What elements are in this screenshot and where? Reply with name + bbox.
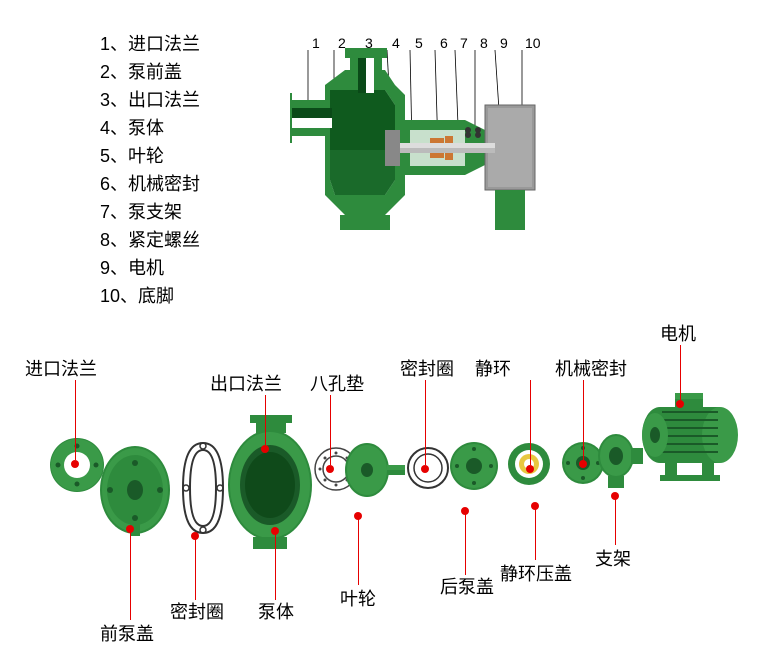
label-seal-ring: 密封圈 <box>400 355 454 381</box>
leader <box>530 380 531 465</box>
legend-item: 8、紧定螺丝 <box>100 226 200 254</box>
legend-list: 1、进口法兰 2、泵前盖 3、出口法兰 4、泵体 5、叶轮 6、机械密封 7、泵… <box>100 30 200 310</box>
dot <box>354 512 362 520</box>
dot <box>261 445 269 453</box>
leader <box>330 395 331 465</box>
label-inlet-flange: 进口法兰 <box>25 355 97 381</box>
label-mech-seal: 机械密封 <box>555 355 627 381</box>
cross-section-diagram <box>290 30 590 270</box>
leader <box>75 380 76 460</box>
leader <box>195 535 196 600</box>
legend-item: 7、泵支架 <box>100 198 200 226</box>
exploded-view: 进口法兰 出口法兰 八孔垫 密封圈 静环 机械密封 电机 前泵盖 密封圈 泵体 … <box>0 320 772 650</box>
legend-item: 4、泵体 <box>100 114 200 142</box>
dot <box>611 492 619 500</box>
label-static-ring: 静环 <box>475 355 511 381</box>
exploded-parts <box>0 320 772 650</box>
leader <box>465 510 466 575</box>
legend-item: 9、电机 <box>100 254 200 282</box>
leader <box>615 495 616 545</box>
label-impeller: 叶轮 <box>340 585 376 611</box>
legend-item: 1、进口法兰 <box>100 30 200 58</box>
dot <box>676 400 684 408</box>
dot <box>71 460 79 468</box>
leader <box>265 395 266 445</box>
leader <box>425 380 426 465</box>
leader <box>583 380 584 460</box>
label-bracket: 支架 <box>595 545 631 571</box>
dot <box>191 532 199 540</box>
leader <box>358 515 359 585</box>
legend-item: 10、底脚 <box>100 282 200 310</box>
dot <box>421 465 429 473</box>
label-motor: 电机 <box>660 320 696 346</box>
label-rear-cover: 后泵盖 <box>440 573 494 599</box>
label-outlet-flange: 出口法兰 <box>210 370 282 396</box>
dot <box>531 502 539 510</box>
label-pump-body: 泵体 <box>258 598 294 624</box>
dot <box>461 507 469 515</box>
leader <box>535 505 536 560</box>
leader <box>130 530 131 620</box>
label-front-cover: 前泵盖 <box>100 620 154 646</box>
label-seal-ring-bottom: 密封圈 <box>170 598 224 624</box>
label-ring-press: 静环压盖 <box>500 560 572 586</box>
dot <box>326 465 334 473</box>
legend-item: 5、叶轮 <box>100 142 200 170</box>
legend-item: 2、泵前盖 <box>100 58 200 86</box>
leader <box>680 345 681 400</box>
dot <box>579 460 587 468</box>
leader <box>275 530 276 600</box>
dot <box>271 527 279 535</box>
legend-item: 6、机械密封 <box>100 170 200 198</box>
legend-item: 3、出口法兰 <box>100 86 200 114</box>
dot <box>526 465 534 473</box>
dot <box>126 525 134 533</box>
label-8hole-gasket: 八孔垫 <box>310 370 364 396</box>
